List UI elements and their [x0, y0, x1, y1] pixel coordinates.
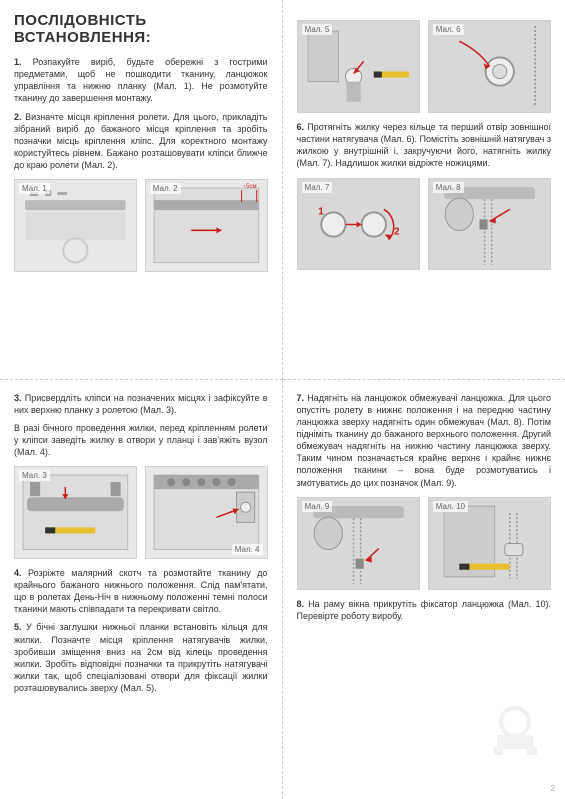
page-title: ПОСЛІДОВНІСТЬ ВСТАНОВЛЕННЯ:: [14, 12, 268, 46]
fig-row-3-4: Мал. 3 Мал. 4: [14, 466, 268, 559]
step-5: 5. У бічні заглушки нижньої планки встан…: [14, 621, 268, 694]
figure-5: Мал. 5: [297, 20, 420, 113]
step-2: 2. Визначте місця кріплення ролети. Для …: [14, 111, 268, 172]
figure-8-label: Мал. 8: [433, 182, 464, 193]
figure-4-label: Мал. 4: [232, 544, 263, 555]
svg-text:2: 2: [393, 226, 399, 237]
figure-3: Мал. 3: [14, 466, 137, 559]
figure-9: Мал. 9: [297, 497, 420, 590]
figure-6: Мал. 6: [428, 20, 551, 113]
step-3: 3. Присвердліть кліпси на позначених міс…: [14, 392, 268, 416]
step-2-text: Визначте місця кріплення ролети. Для цьо…: [14, 112, 268, 171]
watermark-icon: [485, 697, 545, 759]
step-3-text: Присвердліть кліпси на позначених місцях…: [14, 393, 268, 415]
quadrant-top-left: ПОСЛІДОВНІСТЬ ВСТАНОВЛЕННЯ: 1. Розпакуйт…: [0, 0, 283, 380]
figure-9-label: Мал. 9: [302, 501, 333, 512]
step-4: 4. Розріжте малярний скотч та розмотайте…: [14, 567, 268, 616]
fig-row-5-6: Мал. 5 Мал. 6: [297, 20, 552, 113]
quadrant-bottom-left: 3. Присвердліть кліпси на позначених міс…: [0, 380, 283, 799]
fig-row-7-8: Мал. 7 1 2 Мал. 8: [297, 178, 552, 271]
dimension-label: ~5см: [242, 184, 256, 190]
step-7-text: Надягніть на ланцюжок обмежувачі ланцюжк…: [297, 393, 552, 488]
step-5-text: У бічні заглушки нижньої планки встанові…: [14, 622, 268, 693]
figure-8: Мал. 8: [428, 178, 551, 271]
figure-2-label: Мал. 2: [150, 183, 181, 194]
figure-7: Мал. 7 1 2: [297, 178, 420, 271]
figure-6-label: Мал. 6: [433, 24, 464, 35]
figure-4: Мал. 4: [145, 466, 268, 559]
step-7: 7. Надягніть на ланцюжок обмежувачі ланц…: [297, 392, 552, 489]
step-4-text: Розріжте малярний скотч та розмотайте тк…: [14, 568, 268, 614]
step-6: 6. Протягніть жилку через кільце та перш…: [297, 121, 552, 170]
step-8: 8. На раму вікна прикрутіть фіксатор лан…: [297, 598, 552, 622]
fig-row-9-10: Мал. 9 Мал. 10: [297, 497, 552, 590]
figure-3-label: Мал. 3: [19, 470, 50, 481]
step-6-text: Протягніть жилку через кільце та перший …: [297, 122, 552, 168]
step-3b-text: В разі бічного проведення жилки, перед к…: [14, 423, 268, 457]
fig-row-1-2: Мал. 1 Мал. 2 ~5см: [14, 179, 268, 272]
step-8-text: На раму вікна прикрутіть фіксатор ланцюж…: [297, 599, 551, 621]
step-1: 1. Розпакуйте виріб, будьте обережні з г…: [14, 56, 268, 105]
figure-1-label: Мал. 1: [19, 183, 50, 194]
figure-5-label: Мал. 5: [302, 24, 333, 35]
svg-text:1: 1: [318, 206, 324, 217]
figure-2: Мал. 2 ~5см: [145, 179, 268, 272]
quadrant-top-right: Мал. 5 Мал. 6 6. Протягніть жилку через …: [283, 0, 565, 380]
step-1-text: Розпакуйте виріб, будьте обережні з гост…: [14, 57, 268, 103]
page-number: 2: [551, 784, 555, 793]
figure-1: Мал. 1: [14, 179, 137, 272]
figure-10-label: Мал. 10: [433, 501, 468, 512]
figure-10: Мал. 10: [428, 497, 551, 590]
figure-7-label: Мал. 7: [302, 182, 333, 193]
step-3b: В разі бічного проведення жилки, перед к…: [14, 422, 268, 458]
